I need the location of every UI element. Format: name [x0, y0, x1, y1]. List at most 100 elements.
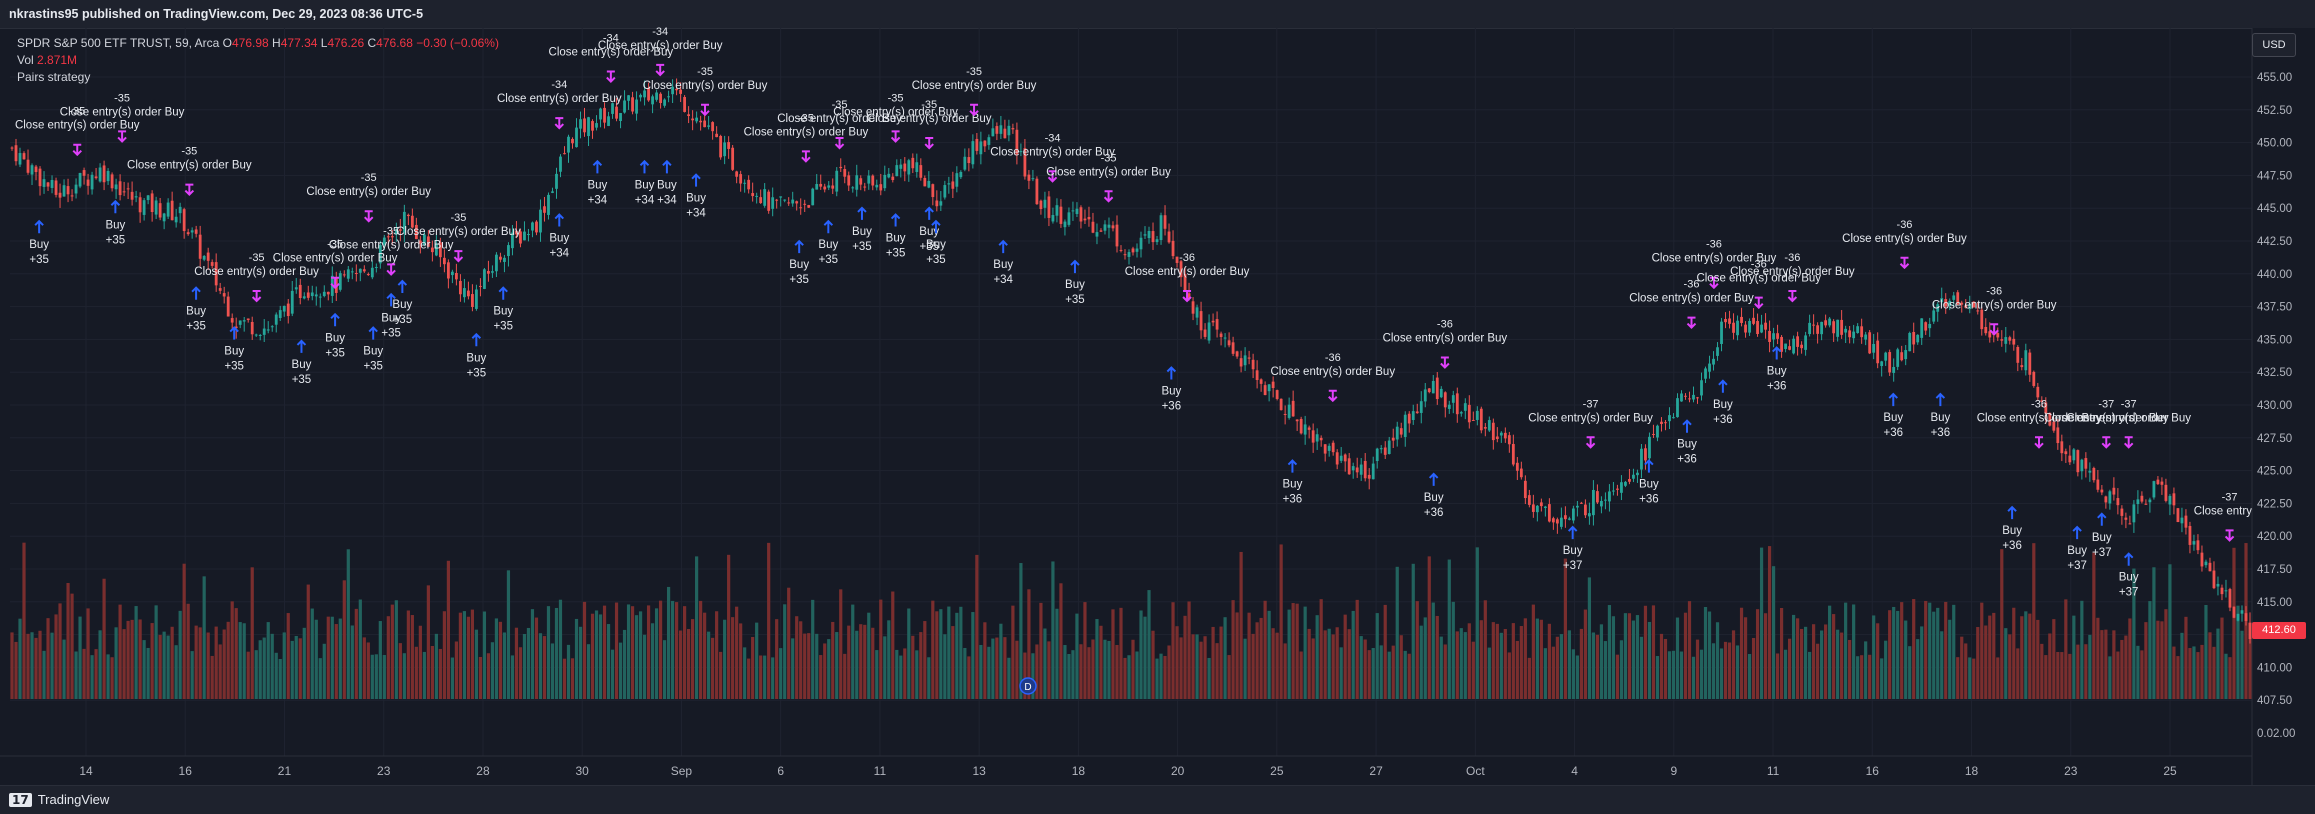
price-tick: 455.00 — [2257, 72, 2292, 84]
candle-body — [1784, 343, 1787, 349]
buy-order-qty: +35 — [467, 367, 487, 379]
buy-order-arrow — [229, 326, 239, 340]
candle-body — [158, 203, 162, 218]
candle-body — [274, 314, 278, 325]
candle-body — [390, 236, 394, 238]
buy-order-label: Buy — [1283, 479, 1303, 491]
candle-body — [1936, 304, 1940, 312]
volume-bar — [654, 608, 659, 699]
candle-body — [1203, 329, 1207, 337]
buy-order-label: Buy — [1639, 479, 1659, 491]
buy-order-label: Buy — [2002, 525, 2022, 537]
candle-body — [78, 173, 82, 187]
volume-bar — [1916, 639, 1920, 699]
volume-bar — [2240, 630, 2244, 699]
volume-bar — [1259, 617, 1263, 699]
candle-body — [58, 192, 62, 198]
volume-bar — [518, 647, 523, 699]
volume-bar — [1275, 632, 1279, 699]
candle-body — [106, 170, 110, 182]
buy-order-qty: +36 — [1639, 494, 1659, 506]
volume-bar — [578, 626, 583, 699]
candle-body — [1704, 368, 1707, 379]
candle-body — [362, 269, 366, 272]
volume-bar — [1071, 650, 1075, 699]
candle-body — [1804, 335, 1808, 350]
volume-bar — [1103, 639, 1107, 699]
volume-bar — [991, 638, 995, 699]
candle-body — [1267, 384, 1271, 392]
candle-body — [723, 142, 727, 157]
candle-body — [1668, 415, 1671, 422]
volume-bar — [318, 658, 322, 699]
volume-bar — [498, 621, 503, 699]
candle-body — [699, 120, 703, 123]
candle-body — [2076, 450, 2080, 473]
close-order-label: Close entry(s) order Buy — [1696, 273, 1821, 285]
buy-order-qty: +36 — [1931, 427, 1951, 439]
candle-body — [270, 326, 274, 328]
buy-order-qty: +34 — [635, 194, 655, 206]
candle-body — [2108, 491, 2112, 504]
volume-bar — [715, 611, 719, 699]
volume-bar — [1535, 618, 1539, 699]
buy-order-arrow — [1644, 459, 1654, 473]
candle-body — [667, 96, 670, 98]
volume-bar — [42, 650, 46, 699]
volume-bar — [586, 644, 591, 699]
volume-bar — [2032, 543, 2036, 699]
volume-bar — [590, 613, 595, 699]
volume-bar — [1291, 603, 1295, 699]
candle-body — [1091, 221, 1095, 233]
candle-body — [1760, 324, 1763, 333]
volume-bar — [1743, 617, 1748, 699]
candle-body — [1271, 381, 1275, 389]
candle-body — [739, 174, 743, 184]
candle-body — [254, 334, 258, 336]
volume-bar — [2120, 639, 2124, 699]
candle-body — [222, 293, 226, 297]
candle-body — [711, 122, 715, 132]
buy-order-arrow — [110, 199, 121, 214]
buy-order-arrow — [1682, 419, 1692, 433]
volume-bar — [931, 600, 935, 699]
candle-body — [883, 174, 887, 189]
buy-order-label: Buy — [1161, 386, 1181, 398]
time-tick: 23 — [377, 764, 391, 778]
close-order-qty: -36 — [1986, 285, 2002, 297]
volume-bar — [1027, 589, 1031, 699]
candle-body — [1900, 352, 1904, 361]
volume-bar — [2132, 568, 2136, 699]
time-tick: 18 — [1965, 764, 1979, 778]
volume-bar — [154, 605, 158, 699]
volume-bar — [1067, 654, 1071, 699]
candle-body — [1191, 301, 1195, 314]
buy-order-qty: +35 — [789, 274, 809, 286]
price-tick: 447.50 — [2257, 170, 2292, 182]
currency-button[interactable]: USD — [2252, 33, 2296, 57]
candle-body — [999, 125, 1003, 134]
candle-body — [1960, 302, 1964, 305]
candle-body — [1483, 427, 1487, 429]
candle-body — [611, 103, 614, 114]
candle-body — [1688, 398, 1691, 400]
candle-body — [418, 240, 422, 244]
volume-bar — [266, 622, 270, 699]
candle-body — [683, 97, 687, 112]
candle-body — [1780, 336, 1783, 352]
candles — [10, 78, 2252, 644]
buy-order-label: Buy — [1767, 366, 1787, 378]
close-order-arrow — [924, 137, 934, 150]
candle-body — [1571, 508, 1575, 521]
candle-body — [1031, 178, 1035, 180]
close-order-label: Close entry(s) order Buy — [1652, 253, 1777, 265]
candle-body — [851, 187, 855, 189]
candle-body — [2020, 365, 2024, 368]
volume-bar — [98, 630, 102, 699]
strategy-row[interactable]: Pairs strategy — [17, 69, 499, 86]
tradingview-logo[interactable]: 17 TradingView — [9, 792, 109, 807]
candle-body — [214, 262, 218, 286]
volume-bar — [883, 636, 887, 699]
candle-body — [547, 194, 550, 215]
